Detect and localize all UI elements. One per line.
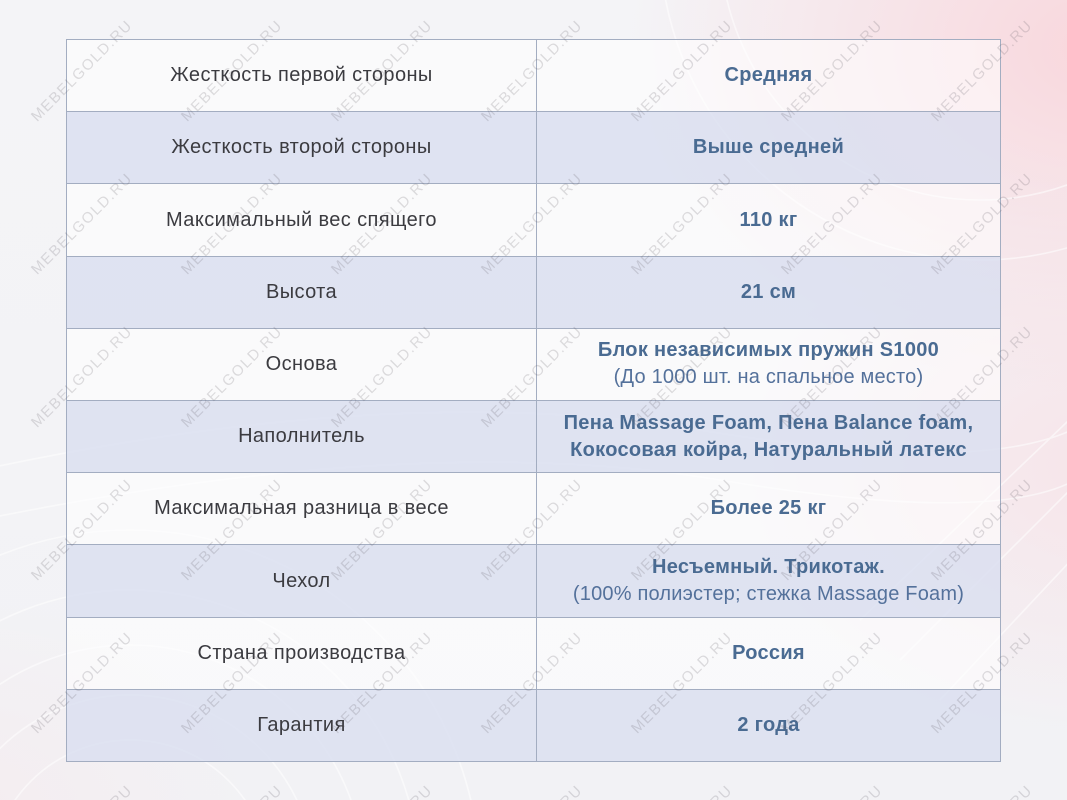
spec-label-cell: Основа: [67, 328, 537, 401]
spec-value-cell: Россия: [537, 618, 1000, 689]
spec-value-cell: 110 кг: [537, 184, 1000, 255]
spec-label: Максимальная разница в весе: [154, 497, 449, 520]
specs-table: Жесткость первой стороны Средняя Жесткос…: [66, 39, 1001, 762]
spec-row: Чехол Несъемный. Трикотаж. (100% полиэст…: [67, 544, 1000, 617]
spec-label: Основа: [265, 352, 338, 375]
spec-label: Гарантия: [257, 713, 346, 736]
spec-value: Несъемный. Трикотаж.: [651, 556, 886, 579]
watermark-text: MEBELGOLD.RU: [478, 782, 586, 800]
spec-value-cell: Средняя: [537, 40, 1000, 111]
spec-label: Жесткость второй стороны: [171, 136, 432, 159]
spec-value-cell: Блок независимых пружин S1000 (До 1000 ш…: [537, 329, 1000, 400]
watermark-text: MEBELGOLD.RU: [178, 782, 286, 800]
spec-row: Жесткость второй стороны Выше средней: [67, 111, 1000, 184]
spec-row: Жесткость первой стороны Средняя: [67, 40, 1000, 112]
spec-value: Россия: [732, 641, 805, 664]
spec-label-cell: Максимальный вес спящего: [67, 184, 537, 256]
spec-row: Основа Блок независимых пружин S1000 (До…: [67, 327, 1000, 401]
spec-value: Блок независимых пружин S1000: [597, 339, 940, 362]
watermark-text: MEBELGOLD.RU: [928, 782, 1036, 800]
spec-label-cell: Жесткость второй стороны: [67, 112, 537, 184]
spec-value-note: (100% полиэстер; стежка Massage Foam): [572, 583, 965, 606]
spec-value-cell: 21 см: [537, 257, 1000, 328]
spec-value-cell: Выше средней: [537, 112, 1000, 183]
spec-label-cell: Чехол: [67, 545, 537, 617]
spec-value-cell: Несъемный. Трикотаж. (100% полиэстер; ст…: [537, 545, 1000, 616]
spec-row: Страна производства Россия: [67, 616, 1000, 689]
spec-row: Наполнитель Пена Massage Foam, Пена Bala…: [67, 400, 1000, 473]
spec-label-cell: Наполнитель: [67, 401, 537, 473]
spec-row: Максимальный вес спящего 110 кг: [67, 183, 1000, 256]
watermark-text: MEBELGOLD.RU: [628, 782, 736, 800]
spec-label: Наполнитель: [238, 425, 365, 448]
spec-value: Более 25 кг: [710, 497, 827, 520]
spec-value: Средняя: [724, 64, 813, 87]
watermark-text: MEBELGOLD.RU: [778, 782, 886, 800]
spec-label: Жесткость первой стороны: [170, 64, 433, 87]
spec-label-cell: Высота: [67, 256, 537, 328]
spec-row: Гарантия 2 года: [67, 688, 1000, 762]
spec-label: Максимальный вес спящего: [166, 208, 437, 231]
spec-value: 21 см: [740, 280, 797, 303]
watermark-text: MEBELGOLD.RU: [28, 782, 136, 800]
spec-value: 110 кг: [739, 208, 798, 231]
spec-row: Максимальная разница в весе Более 25 кг: [67, 472, 1000, 545]
spec-label: Страна производства: [197, 641, 406, 664]
spec-label-cell: Жесткость первой стороны: [67, 40, 537, 112]
spec-row: Высота 21 см: [67, 255, 1000, 328]
spec-label-cell: Гарантия: [67, 689, 537, 762]
spec-value-cell: Более 25 кг: [537, 473, 1000, 544]
spec-value: 2 года: [737, 713, 800, 736]
spec-value-cell: Пена Massage Foam, Пена Balance foam, Ко…: [537, 401, 1000, 472]
spec-label: Высота: [265, 280, 338, 303]
watermark-text: MEBELGOLD.RU: [328, 782, 436, 800]
spec-label-cell: Максимальная разница в весе: [67, 473, 537, 545]
spec-value-note: (До 1000 шт. на спальное место): [613, 366, 924, 389]
spec-label: Чехол: [272, 569, 331, 592]
spec-value: Пена Massage Foam, Пена Balance foam, Ко…: [563, 411, 974, 461]
spec-label-cell: Страна производства: [67, 617, 537, 689]
spec-value: Выше средней: [692, 136, 845, 159]
spec-value-cell: 2 года: [537, 690, 1000, 761]
